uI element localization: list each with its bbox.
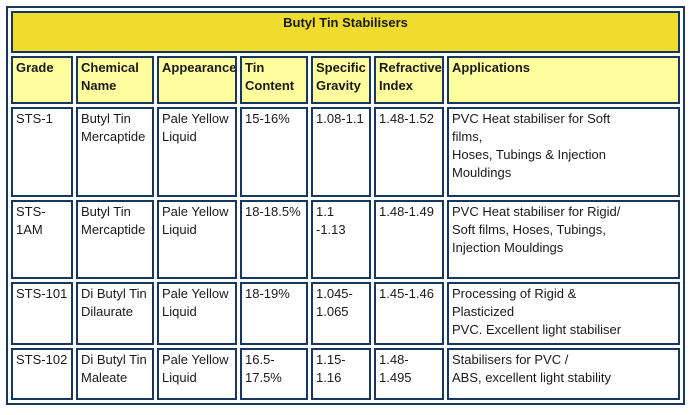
cell-specific-gravity: 1.08-1.1 bbox=[311, 107, 371, 197]
cell-appearance: Pale Yellow Liquid bbox=[157, 107, 237, 197]
cell-applications: PVC Heat stabiliser for Rigid/ Soft film… bbox=[447, 200, 680, 279]
table-row-sts-1: STS-1 Butyl Tin Mercaptide Pale Yellow L… bbox=[11, 107, 680, 197]
col-header-refractive-index: Refractive Index bbox=[374, 56, 444, 104]
cell-chemical-name: Di Butyl Tin Maleate bbox=[76, 348, 154, 400]
col-header-grade: Grade bbox=[11, 56, 73, 104]
cell-chemical-name: Butyl Tin Mercaptide bbox=[76, 200, 154, 279]
col-header-specific-gravity: Specific Gravity bbox=[311, 56, 371, 104]
cell-chemical-name: Di Butyl Tin Dilaurate bbox=[76, 282, 154, 345]
cell-specific-gravity: 1.1 -1.13 bbox=[311, 200, 371, 279]
cell-applications: Stabilisers for PVC / ABS, excellent lig… bbox=[447, 348, 680, 400]
cell-specific-gravity: 1.15- 1.16 bbox=[311, 348, 371, 400]
cell-appearance: Pale Yellow Liquid bbox=[157, 348, 237, 400]
cell-appearance: Pale Yellow Liquid bbox=[157, 200, 237, 279]
table-row-sts-102: STS-102 Di Butyl Tin Maleate Pale Yellow… bbox=[11, 348, 680, 400]
cell-grade: STS-1AM bbox=[11, 200, 73, 279]
cell-tin-content: 16.5- 17.5% bbox=[240, 348, 308, 400]
col-header-appearance: Appearance bbox=[157, 56, 237, 104]
table-header-row: Grade Chemical Name Appearance Tin Conte… bbox=[11, 56, 680, 104]
table-title-row: Butyl Tin Stabilisers bbox=[11, 11, 680, 53]
cell-refractive-index: 1.48-1.495 bbox=[374, 348, 444, 400]
table-title: Butyl Tin Stabilisers bbox=[11, 11, 680, 53]
cell-refractive-index: 1.48-1.52 bbox=[374, 107, 444, 197]
cell-specific-gravity: 1.045- 1.065 bbox=[311, 282, 371, 345]
cell-refractive-index: 1.45-1.46 bbox=[374, 282, 444, 345]
col-header-tin-content: Tin Content bbox=[240, 56, 308, 104]
cell-chemical-name: Butyl Tin Mercaptide bbox=[76, 107, 154, 197]
col-header-chemical-name: Chemical Name bbox=[76, 56, 154, 104]
cell-grade: STS-101 bbox=[11, 282, 73, 345]
cell-grade: STS-1 bbox=[11, 107, 73, 197]
col-header-applications: Applications bbox=[447, 56, 680, 104]
cell-tin-content: 15-16% bbox=[240, 107, 308, 197]
cell-applications: Processing of Rigid & Plasticized PVC. E… bbox=[447, 282, 680, 345]
stabilisers-table: Butyl Tin Stabilisers Grade Chemical Nam… bbox=[6, 6, 685, 405]
table-row-sts-1am: STS-1AM Butyl Tin Mercaptide Pale Yellow… bbox=[11, 200, 680, 279]
table-row-sts-101: STS-101 Di Butyl Tin Dilaurate Pale Yell… bbox=[11, 282, 680, 345]
cell-grade: STS-102 bbox=[11, 348, 73, 400]
cell-appearance: Pale Yellow Liquid bbox=[157, 282, 237, 345]
cell-applications: PVC Heat stabiliser for Soft films, Hose… bbox=[447, 107, 680, 197]
cell-refractive-index: 1.48-1.49 bbox=[374, 200, 444, 279]
cell-tin-content: 18-19% bbox=[240, 282, 308, 345]
cell-tin-content: 18-18.5% bbox=[240, 200, 308, 279]
